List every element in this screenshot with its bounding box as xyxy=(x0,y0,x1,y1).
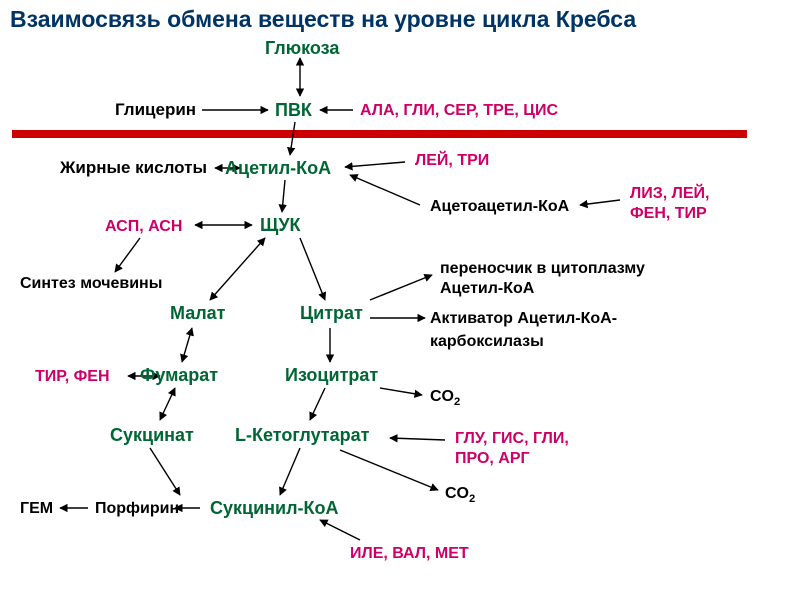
node-pvk: ПВК xyxy=(275,100,312,121)
edge xyxy=(320,520,360,540)
node-aa3b: ФЕН, ТИР xyxy=(630,205,707,223)
node-asp: АСП, АСН xyxy=(105,218,182,236)
node-tyrphen: ТИР, ФЕН xyxy=(35,368,110,386)
node-aa1: АЛА, ГЛИ, СЕР, ТРЕ, ЦИС xyxy=(360,102,558,120)
node-urea: Синтез мочевины xyxy=(20,275,162,293)
node-co2a: CO2 xyxy=(430,388,460,408)
edge xyxy=(280,448,300,495)
edge xyxy=(282,180,285,212)
node-schuk: ЩУК xyxy=(260,215,301,236)
edge xyxy=(290,122,295,155)
edge xyxy=(390,438,445,440)
edge xyxy=(340,450,438,490)
node-aa5: ИЛЕ, ВАЛ, МЕТ xyxy=(350,545,469,563)
node-glucose: Глюкоза xyxy=(265,38,339,59)
node-aa4b: ПРО, АРГ xyxy=(455,450,530,468)
edge xyxy=(182,328,192,362)
node-carrier1: переносчик в цитоплазму xyxy=(440,260,645,278)
node-fatty: Жирные кислоты xyxy=(60,158,207,178)
edge xyxy=(345,162,405,167)
node-glycerin: Глицерин xyxy=(115,100,196,120)
node-lketo: L-Кетоглутарат xyxy=(235,425,369,446)
node-succinate: Сукцинат xyxy=(110,425,194,446)
node-porph: Порфирин xyxy=(95,500,179,518)
node-aa2: ЛЕЙ, ТРИ xyxy=(415,152,489,170)
edge xyxy=(350,175,420,205)
node-succoa: Сукцинил-КоА xyxy=(210,498,339,519)
node-carrier2: Ацетил-КоА xyxy=(440,280,534,298)
node-isocitrate: Изоцитрат xyxy=(285,365,378,386)
edge xyxy=(580,200,620,205)
edge xyxy=(160,388,175,420)
node-fumarate: Фумарат xyxy=(140,365,218,386)
edge xyxy=(380,388,422,395)
edge xyxy=(210,238,265,300)
edge xyxy=(115,238,140,272)
node-acetoacetyl: Ацетоацетил-КоА xyxy=(430,198,569,216)
node-co2b: CO2 xyxy=(445,485,475,505)
edge xyxy=(370,275,432,300)
node-citrate: Цитрат xyxy=(300,303,363,324)
node-activator1: Активатор Ацетил-КоА- xyxy=(430,310,617,328)
edge xyxy=(150,448,180,495)
node-gem: ГЕМ xyxy=(20,500,53,518)
node-activator2: карбоксилазы xyxy=(430,333,544,351)
node-acetylcoa: Ацетил-КоА xyxy=(225,158,331,179)
edge xyxy=(310,388,325,420)
node-aa3: ЛИЗ, ЛЕЙ, xyxy=(630,185,709,203)
node-malate: Малат xyxy=(170,303,226,324)
edge xyxy=(300,238,325,300)
node-aa4: ГЛУ, ГИС, ГЛИ, xyxy=(455,430,569,448)
